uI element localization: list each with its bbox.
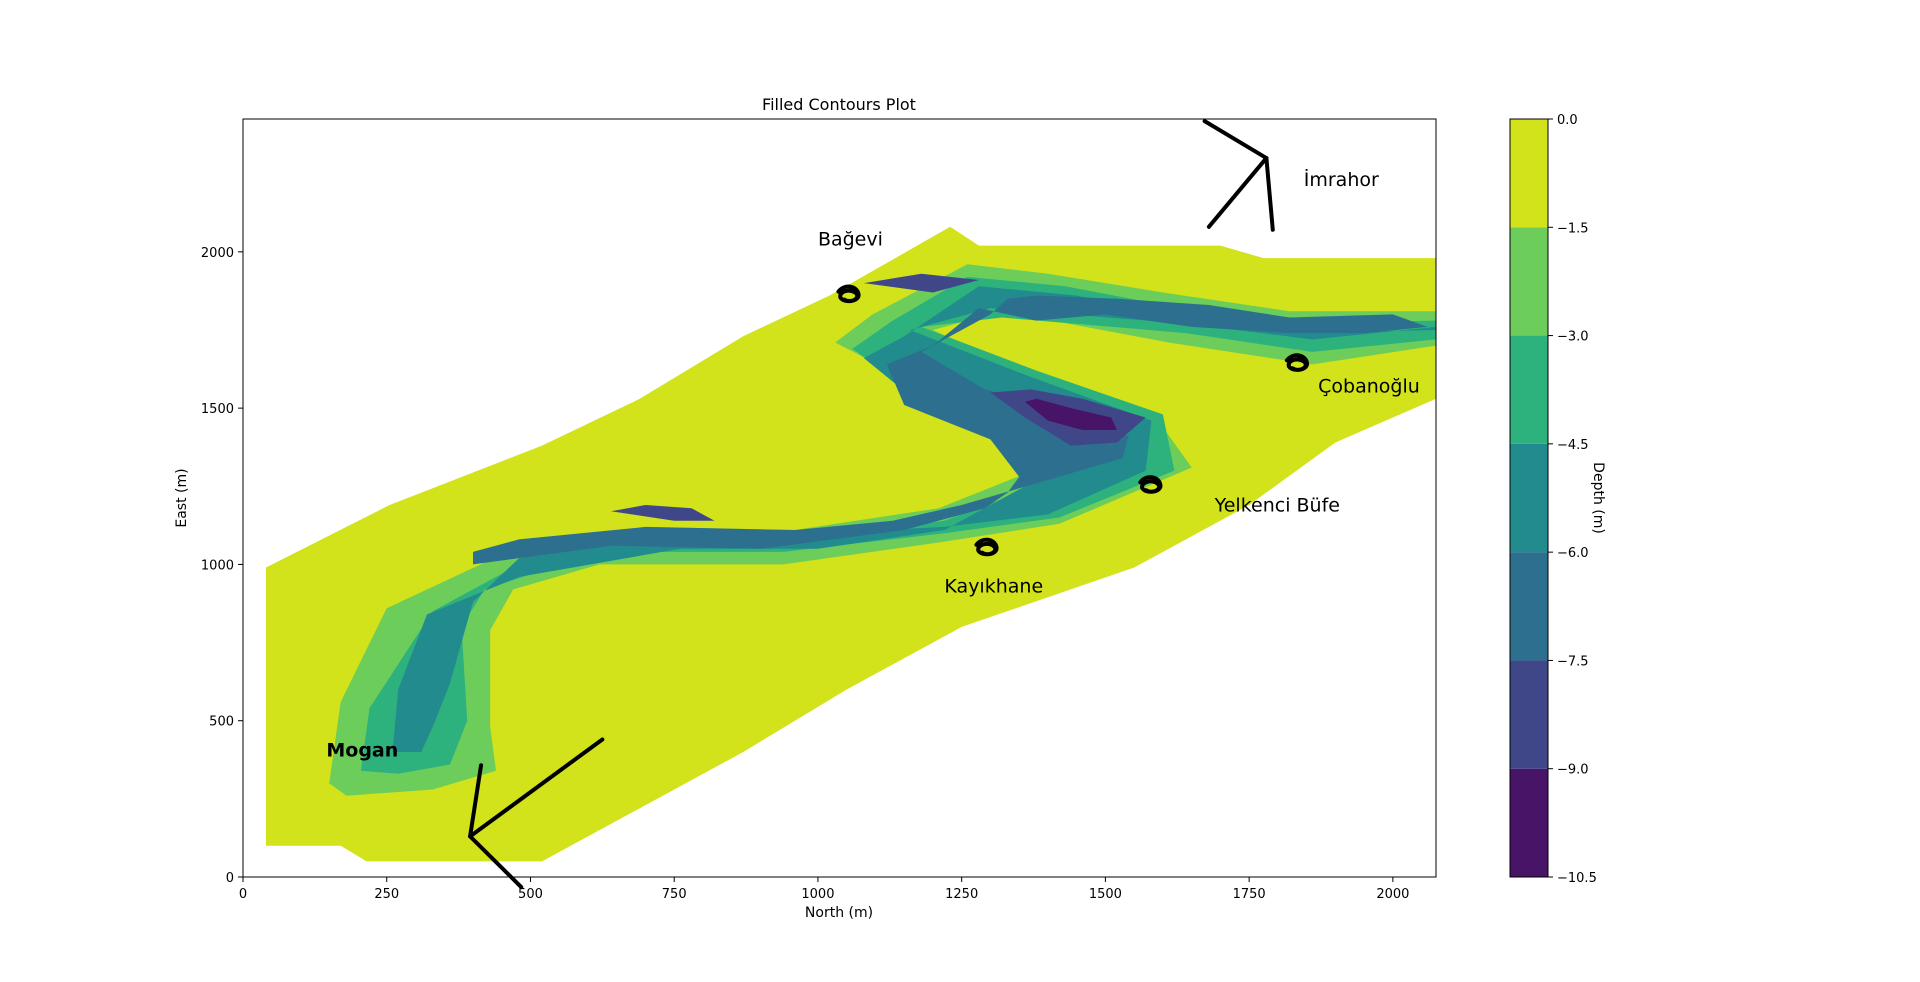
colorbar-segment [1510,443,1548,553]
colorbar-tick-label: −7.5 [1557,654,1589,669]
x-tick-label: 1500 [1089,887,1122,902]
x-tick-label: 1750 [1233,887,1266,902]
colorbar-tick-label: 0.0 [1557,113,1578,128]
annotation-label: Mogan [326,740,398,762]
scribble-mark [836,284,861,304]
annotation-layer: Bağevi İmrahor Çobanoğlu Yelkenci Büfe Kayık… [326,119,1420,890]
annotation-label: Çobanoğlu [1318,376,1420,398]
x-axis-label: North (m) [805,905,873,921]
colorbar-segment [1510,227,1548,336]
y-axis: 0 500 1000 1500 2000 [201,246,243,886]
colorbar-tick-label: −1.5 [1557,221,1589,236]
colorbar-label: Depth (m) [1590,462,1606,534]
contour-band-4 [473,295,1428,565]
colorbar-tick-label: −10.5 [1557,871,1597,886]
annotation-label: Bağevi [818,229,883,251]
x-tick-label: 500 [518,887,543,902]
colorbar-segment [1510,335,1548,444]
contour-band-8 [1024,398,1117,430]
contour-bands [329,264,1436,796]
contour-area [266,226,1436,862]
contour-band-7 [863,273,979,293]
colorbar-tick-label: −9.0 [1557,763,1589,778]
y-axis-label: East (m) [174,468,190,527]
x-tick-label: 1250 [945,887,978,902]
y-tick-label: 2000 [201,246,234,261]
arrow-icon [1202,119,1275,232]
contour-band-6 [611,505,715,521]
x-tick-label: 2000 [1376,887,1409,902]
arrow-icon [468,737,605,890]
y-tick-label: 0 [226,871,234,886]
x-tick-label: 250 [374,887,399,902]
y-tick-label: 1500 [201,402,234,417]
colorbar-tick-label: −6.0 [1557,546,1589,561]
scribble-mark [974,537,999,557]
chart-title: Filled Contours Plot [762,95,916,114]
annotation-label: İmrahor [1304,168,1379,191]
x-tick-label: 0 [239,887,247,902]
x-tick-label: 1000 [801,887,834,902]
y-tick-label: 1000 [201,558,234,573]
colorbar-frame [1509,118,1549,878]
x-tick-label: 750 [662,887,687,902]
annotation-label: Kayıkhane [944,576,1043,598]
colorbar-segment [1510,552,1548,661]
plot-frame [242,118,1437,878]
colorbar-segment [1510,660,1548,769]
colorbar-segment [1510,119,1548,228]
colorbar: −10.5 −9.0 −7.5 −6.0 −4.5 −3.0 −1.5 0.0 [1509,113,1597,886]
x-axis: 0 250 500 750 1000 1250 1500 1750 2000 [239,877,1409,902]
colorbar-segment [1510,768,1548,877]
colorbar-tick-label: −4.5 [1557,438,1589,453]
colorbar-tick-label: −3.0 [1557,330,1589,345]
annotation-label: Yelkenci Büfe [1214,494,1340,516]
y-tick-label: 500 [209,715,234,730]
scribble-mark [1284,353,1309,372]
scribble-mark [1138,475,1163,494]
